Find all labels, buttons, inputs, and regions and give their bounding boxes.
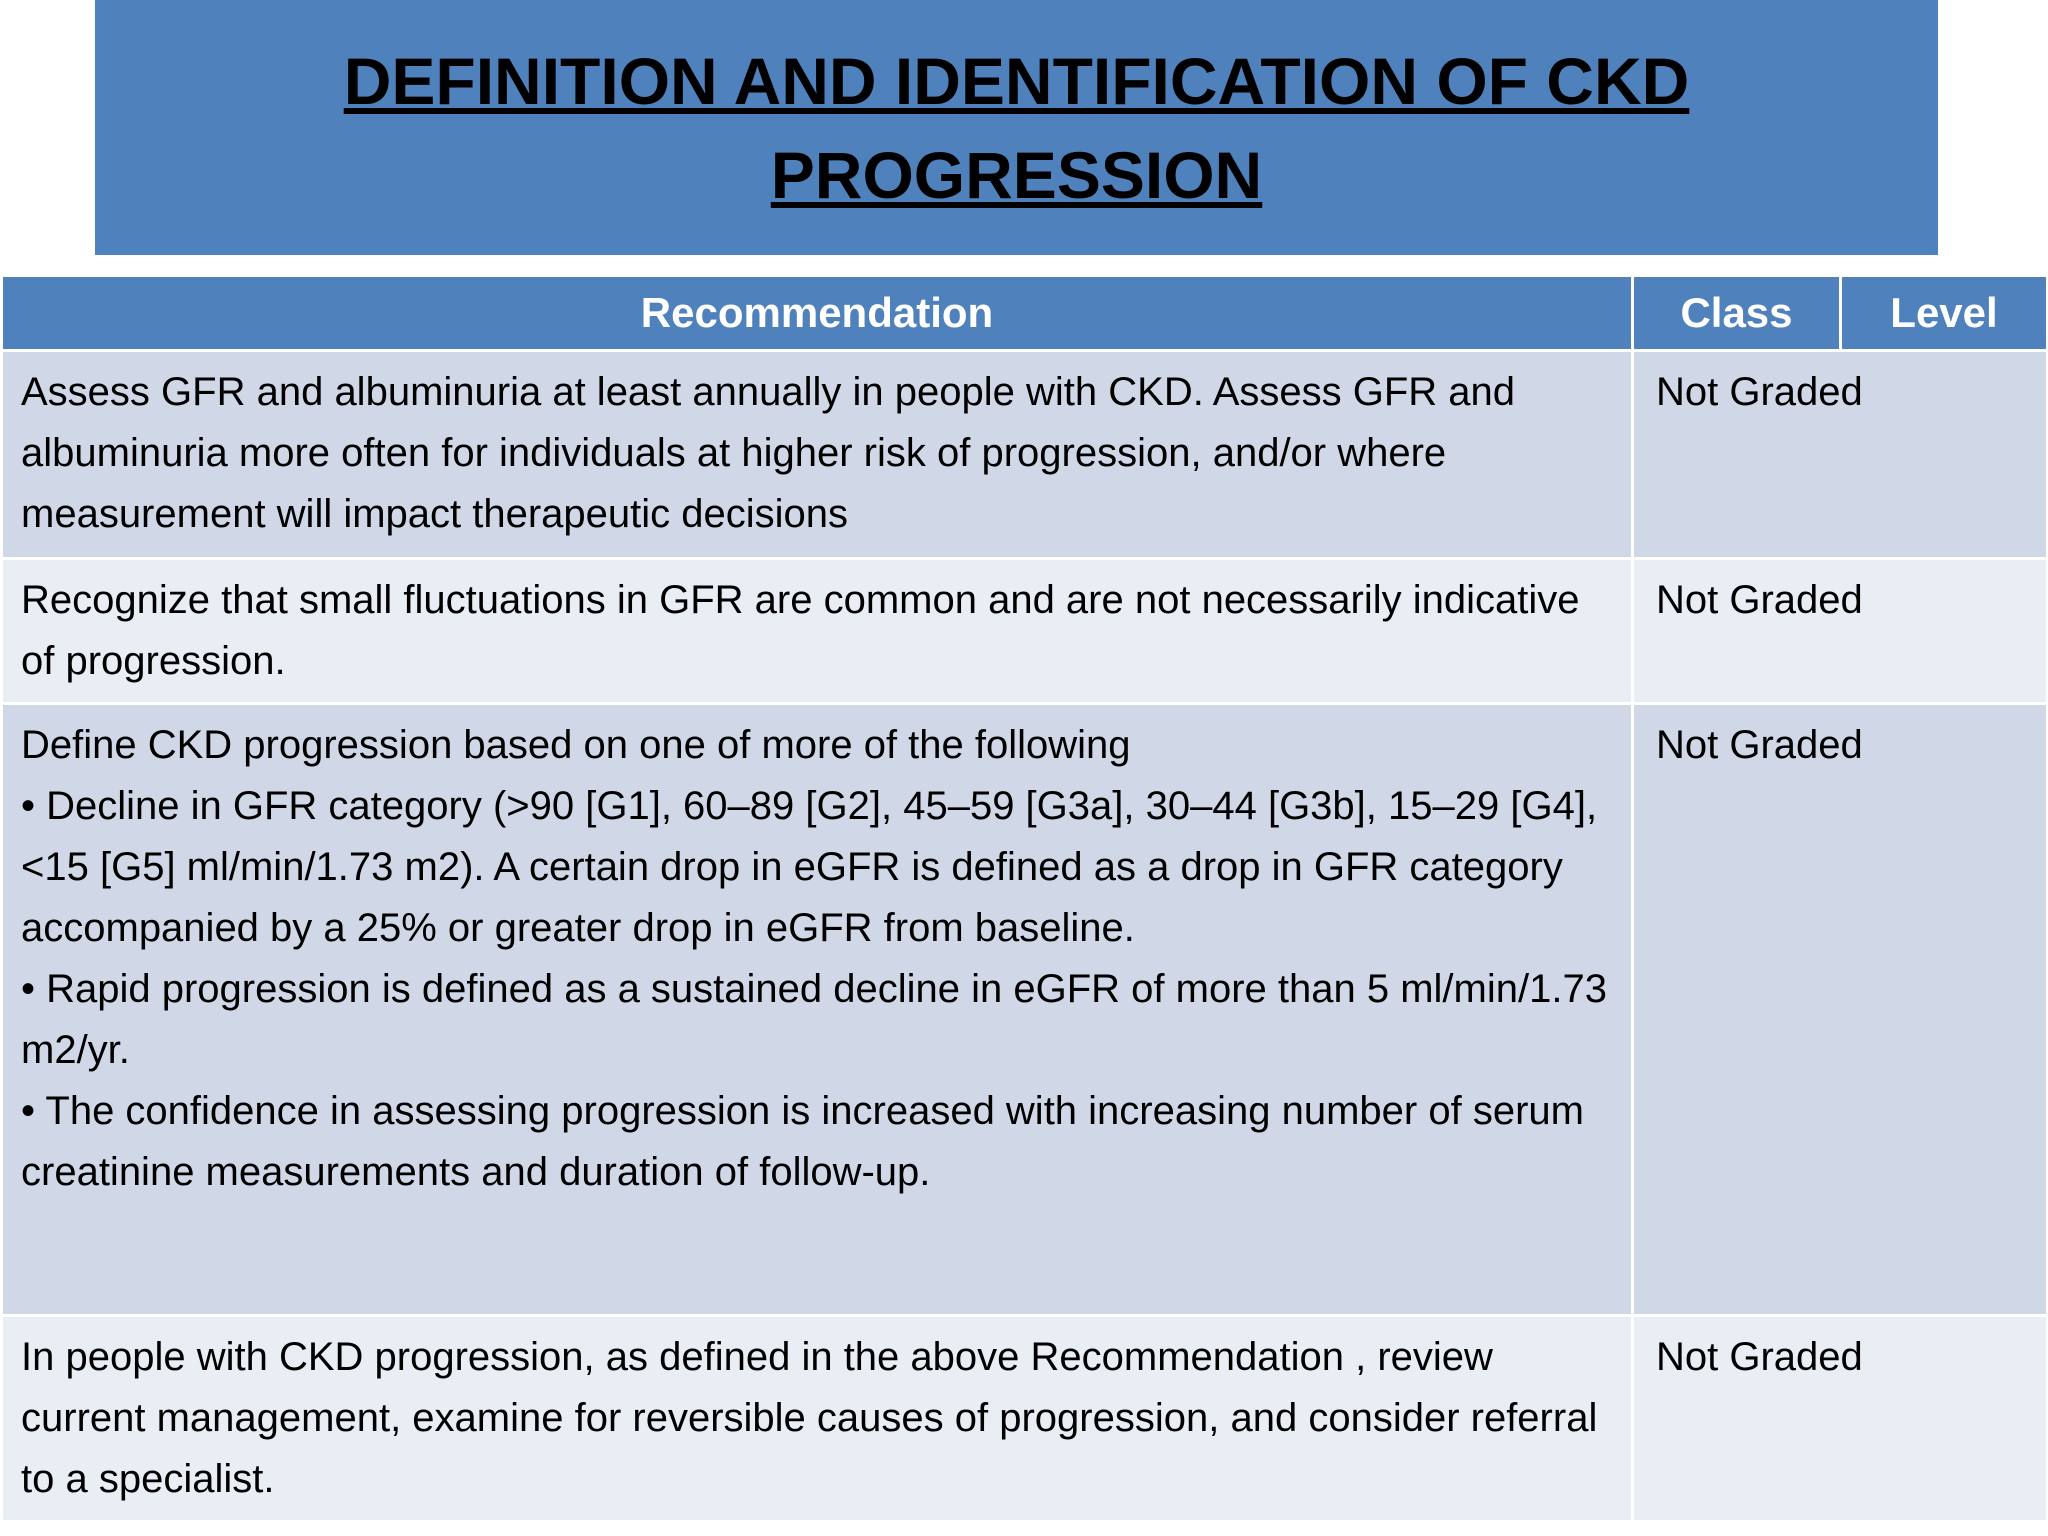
recommendation-cell: Define CKD progression based on one of m… (0, 702, 1634, 1317)
recommendation-cell: Assess GFR and albuminuria at least annu… (0, 349, 1634, 560)
column-header: Level (1839, 274, 2048, 352)
title: DEFINITION AND IDENTIFICATION OF CKD PRO… (343, 43, 1690, 212)
table-row: Assess GFR and albuminuria at least annu… (0, 349, 2048, 560)
table-row: Recognize that small fluctuations in GFR… (0, 557, 2048, 705)
header-row: Recommendation Class Level (0, 274, 2048, 352)
column-header: Recommendation (0, 274, 1634, 352)
recommendation-cell: In people with CKD progression, as defin… (0, 1314, 1634, 1523)
recommendation-cell: Recognize that small fluctuations in GFR… (0, 557, 1634, 705)
table-row: In people with CKD progression, as defin… (0, 1314, 2048, 1523)
grade-cell: Not Graded (1631, 1314, 2048, 1523)
grade-cell: Not Graded (1631, 557, 2048, 705)
grade-cell: Not Graded (1631, 702, 2048, 1317)
title-banner: DEFINITION AND IDENTIFICATION OF CKD PRO… (95, 0, 1938, 255)
grade-cell: Not Graded (1631, 349, 2048, 560)
recommendation-table: Recommendation Class Level Assess GFR an… (0, 274, 2048, 1523)
table-row: Define CKD progression based on one of m… (0, 702, 2048, 1317)
column-header: Class (1631, 274, 1842, 352)
